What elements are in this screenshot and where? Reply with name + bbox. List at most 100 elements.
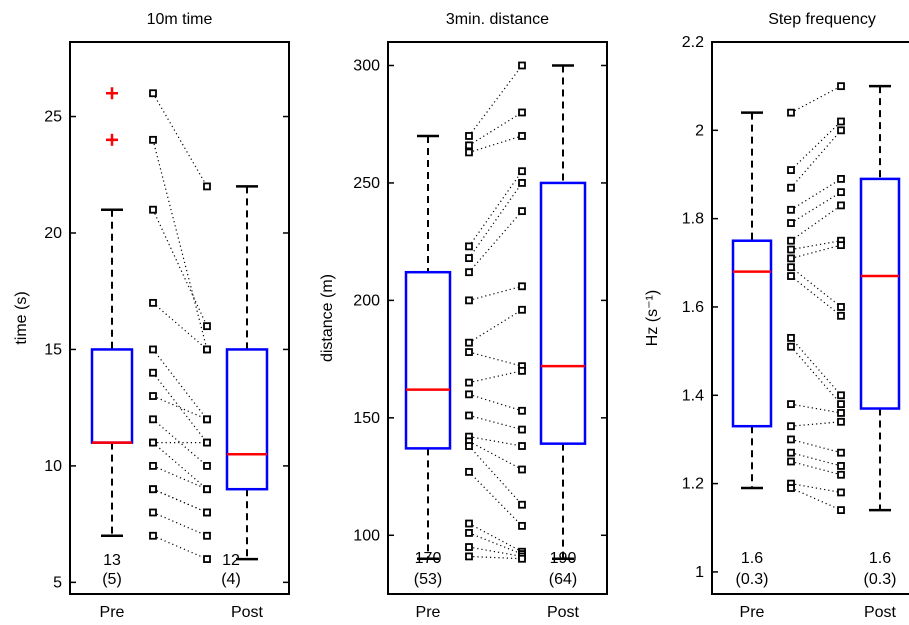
y-tick-label: 100	[353, 527, 380, 544]
data-point-pre	[465, 242, 473, 251]
data-point-pre	[149, 438, 157, 447]
paired-line	[468, 370, 523, 384]
y-ticks-step-frequency: 1 1.2 1.4 1.6 1.8 2 2.2	[682, 34, 718, 581]
data-point-pre	[787, 422, 795, 431]
annotation-pre-sd: (5)	[102, 571, 122, 588]
paired-line	[152, 488, 208, 514]
data-point-post	[203, 555, 211, 563]
data-point-post	[518, 282, 526, 291]
panel-10m-time: 10m time time (s) 5 10 15 20 25 13 (5) 12 (4…	[13, 11, 290, 621]
y-tick-label: 20	[44, 225, 62, 242]
panel-title-10m-time: 10m time	[147, 11, 213, 28]
data-point-pre	[149, 415, 157, 424]
outlier-marker-pre	[106, 87, 118, 100]
data-point-pre	[465, 378, 473, 387]
paired-line	[468, 471, 523, 527]
outlier-marker-pre	[106, 133, 118, 146]
axes-frame-10m-time	[69, 41, 290, 595]
paired-line	[790, 191, 842, 224]
paired-line	[152, 418, 208, 467]
y-tick-label: 15	[44, 341, 62, 358]
y-tick-label: 5	[53, 574, 62, 591]
data-point-pre	[787, 448, 795, 457]
data-point-pre	[465, 148, 473, 157]
data-point-pre	[149, 508, 157, 517]
annotation-pre-sd: (53)	[414, 571, 442, 588]
category-label-pre: Pre	[416, 604, 441, 621]
data-point-post	[518, 167, 526, 176]
data-point-pre	[149, 89, 157, 98]
paired-line	[152, 535, 208, 560]
summary-annotations-step-frequency: 1.6 (0.3) 1.6 (0.3)	[736, 550, 897, 588]
data-point-post	[837, 488, 845, 497]
paired-line	[790, 266, 842, 308]
panel-title-step-frequency: Step frequency	[768, 11, 876, 28]
data-point-pre	[465, 390, 473, 399]
y-axis-label-distance: distance (m)	[319, 274, 336, 362]
paired-line	[790, 121, 842, 171]
annotation-pre-mean: 170	[415, 550, 442, 567]
paired-line	[152, 349, 208, 420]
data-point-post	[837, 400, 845, 409]
paired-line	[790, 452, 842, 467]
data-point-post	[203, 322, 211, 331]
y-tick-label: 1.6	[682, 299, 704, 316]
data-point-post	[837, 470, 845, 479]
data-point-pre	[465, 543, 473, 551]
data-point-pre	[787, 236, 795, 245]
annotation-pre-mean: 13	[103, 552, 121, 569]
paired-line	[790, 240, 842, 251]
data-point-pre	[787, 484, 795, 492]
y-tick-label: 25	[44, 109, 62, 126]
data-point-pre	[149, 392, 157, 400]
paired-line	[468, 440, 523, 471]
data-point-post	[203, 415, 211, 424]
y-axis-label-hz: Hz (s⁻¹)	[644, 290, 661, 346]
data-point-post	[203, 345, 211, 354]
paired-lines-3min-distance	[468, 65, 523, 560]
data-point-pre	[465, 268, 473, 277]
data-point-post	[203, 182, 211, 191]
data-point-pre	[149, 461, 157, 470]
box-iqr-pre	[90, 348, 134, 444]
data-point-post	[518, 465, 526, 474]
box-iqr-post	[539, 181, 587, 445]
data-point-post	[518, 132, 526, 140]
paired-line	[790, 275, 842, 317]
data-point-pre	[787, 245, 795, 254]
data-point-pre	[787, 108, 795, 117]
paired-line	[790, 85, 842, 114]
data-point-pre	[465, 132, 473, 140]
paired-line	[790, 178, 842, 211]
data-point-post	[837, 201, 845, 210]
data-point-post	[518, 442, 526, 450]
data-point-pre	[787, 205, 795, 214]
data-point-pre	[465, 519, 473, 528]
paired-points-3min-distance	[465, 61, 526, 563]
paired-lines-10m-time	[152, 92, 208, 560]
y-tick-label: 1	[695, 564, 704, 581]
paired-line	[790, 483, 842, 494]
data-point-post	[518, 425, 526, 434]
panel-title-3min-distance: 3min. distance	[446, 11, 549, 28]
data-point-post	[837, 117, 845, 126]
data-point-post	[837, 409, 845, 417]
data-point-pre	[787, 166, 795, 174]
data-point-pre	[787, 400, 795, 409]
category-label-post: Post	[864, 604, 897, 621]
data-point-pre	[149, 298, 157, 307]
data-point-post	[837, 417, 845, 426]
paired-line	[468, 414, 523, 431]
data-point-post	[518, 554, 526, 563]
paired-line	[468, 351, 523, 367]
y-tick-label: 1.4	[682, 387, 704, 404]
y-ticks-3min-distance: 100 150 200 250 300	[353, 57, 607, 544]
data-point-pre	[149, 368, 157, 377]
data-point-pre	[787, 254, 795, 263]
data-point-pre	[787, 272, 795, 280]
y-tick-label: 200	[353, 292, 380, 309]
paired-line	[790, 421, 842, 427]
paired-line	[790, 337, 842, 396]
y-tick-label: 250	[353, 175, 380, 192]
